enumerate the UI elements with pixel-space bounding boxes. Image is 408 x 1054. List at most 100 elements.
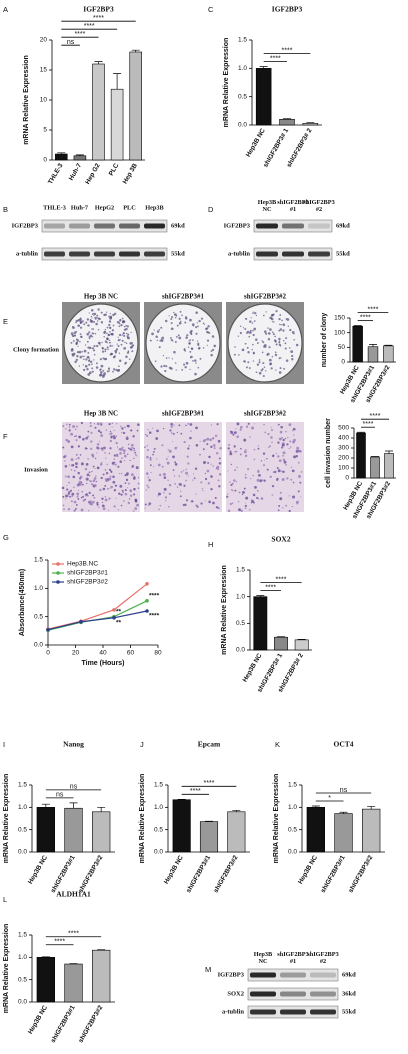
point <box>46 627 50 632</box>
colony <box>88 346 92 350</box>
cell <box>272 471 275 474</box>
error-bar <box>113 73 122 90</box>
colony <box>262 362 265 365</box>
cell <box>94 467 96 470</box>
colony <box>252 312 254 314</box>
y-tick-label: 0.0 <box>288 849 297 856</box>
colony <box>206 339 210 342</box>
y-axis-label: number of clony <box>321 313 328 368</box>
lane-label: HepG2 <box>95 204 114 211</box>
bar <box>334 813 353 853</box>
colony <box>160 326 163 329</box>
colony <box>192 325 195 327</box>
cell <box>81 483 84 486</box>
colony <box>269 363 272 366</box>
cell <box>170 422 173 426</box>
y-axis-label: mRNA Relative Expression <box>3 924 10 1014</box>
colony <box>170 318 173 321</box>
cell <box>269 475 272 479</box>
cell <box>297 461 300 464</box>
bar <box>36 807 55 853</box>
cell <box>235 450 238 453</box>
cell <box>84 467 88 471</box>
y-tick-label: 400 <box>338 435 349 442</box>
bar <box>36 957 55 1003</box>
cell <box>195 443 199 447</box>
colony <box>266 352 270 356</box>
colony <box>123 325 126 328</box>
colony <box>74 360 77 364</box>
lane-label: #2 <box>316 206 322 213</box>
cell <box>288 423 292 427</box>
significance-label: **** <box>368 306 379 313</box>
cell <box>292 481 295 484</box>
colony <box>282 323 286 327</box>
cell <box>129 494 133 497</box>
y-tick-label: 0 <box>345 475 349 482</box>
colony <box>99 373 102 377</box>
colony <box>88 336 90 338</box>
cell <box>240 509 243 513</box>
cell <box>75 507 77 510</box>
cell <box>215 467 217 470</box>
cell <box>100 447 103 450</box>
blot-band <box>310 1009 336 1015</box>
cell <box>80 497 83 499</box>
cell <box>236 466 238 469</box>
colony <box>185 336 188 339</box>
error-bar <box>277 636 285 638</box>
colony <box>77 324 81 328</box>
cell <box>186 455 189 458</box>
colony <box>194 359 197 362</box>
cell <box>129 490 132 493</box>
cell <box>291 469 295 473</box>
colony <box>101 346 104 350</box>
cell <box>206 469 210 473</box>
colony <box>112 370 114 373</box>
colony <box>178 317 181 320</box>
cell <box>86 448 88 450</box>
significance-label: **** <box>363 421 374 428</box>
cell <box>199 440 201 443</box>
bar <box>110 88 124 161</box>
cell <box>159 504 162 507</box>
colony <box>83 358 85 360</box>
lane-label: NC <box>258 958 268 965</box>
cell <box>109 433 111 435</box>
colony <box>112 345 114 347</box>
cell <box>283 460 287 464</box>
cell <box>247 422 250 425</box>
colony <box>83 323 86 326</box>
colony <box>118 322 121 325</box>
colony <box>284 342 287 345</box>
colony <box>265 311 267 313</box>
colony <box>252 360 255 362</box>
cell <box>164 496 168 499</box>
y-axis-label: mRNA Relative Expression <box>273 774 280 864</box>
significance-label: ns <box>340 787 348 794</box>
colony <box>187 346 190 349</box>
colony <box>117 336 119 338</box>
cell <box>170 425 173 428</box>
cell <box>75 435 77 437</box>
colony <box>169 367 173 370</box>
cell <box>204 500 206 502</box>
cell <box>124 426 126 429</box>
colony <box>111 353 114 355</box>
colony <box>110 332 113 335</box>
colony <box>93 320 96 323</box>
colony <box>121 317 124 320</box>
colony <box>247 351 250 354</box>
cell <box>78 480 82 484</box>
colony <box>87 324 90 327</box>
colony <box>184 366 187 369</box>
colony <box>260 369 263 372</box>
cell <box>148 479 151 482</box>
cell <box>288 509 291 513</box>
x-axis-label: Time (Hours) <box>81 660 124 667</box>
colony <box>100 370 103 374</box>
cell <box>65 428 67 430</box>
cell <box>75 453 78 456</box>
cell <box>97 430 101 433</box>
cell <box>64 464 68 468</box>
